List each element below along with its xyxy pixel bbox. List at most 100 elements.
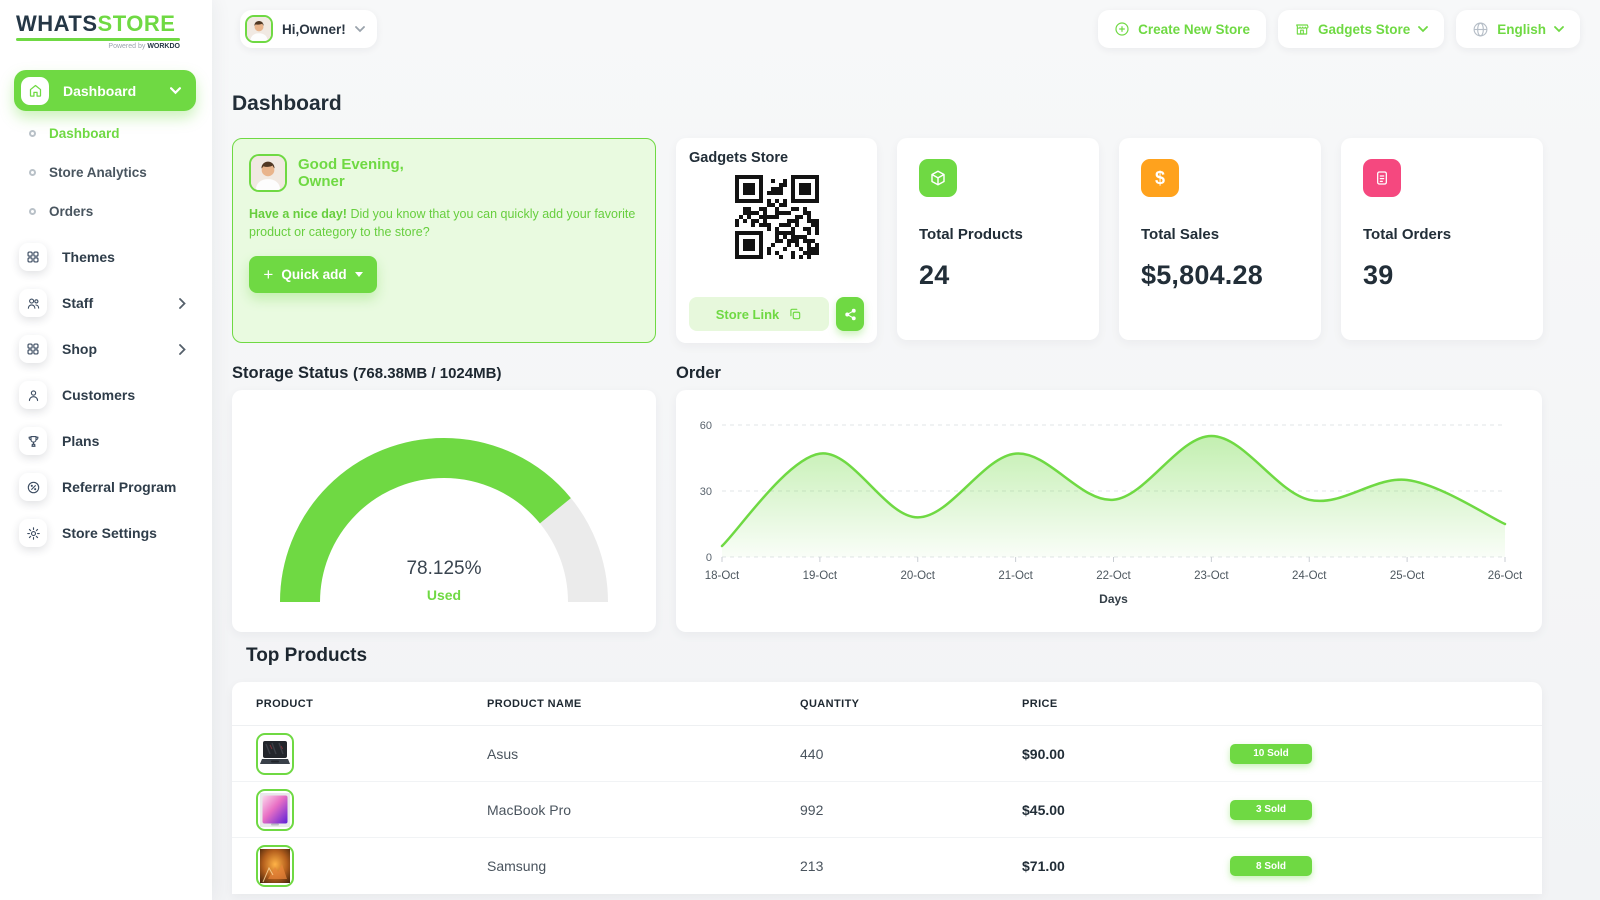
grid-icon [19, 335, 47, 363]
stat-value: 39 [1363, 260, 1394, 290]
order-chart-heading: Order [676, 364, 721, 382]
share-store-button[interactable] [836, 297, 864, 331]
chevron-right-icon [179, 297, 186, 309]
sidebar-item-staff[interactable]: Staff [0, 280, 212, 326]
table-row: Asus 440 $90.00 10 Sold [232, 726, 1542, 782]
staff-icon [19, 289, 47, 317]
table-header-row: PRODUCT PRODUCT NAME QUANTITY PRICE [232, 682, 1542, 726]
greeting-card: Good Evening, Owner Have a nice day! Did… [232, 138, 656, 343]
avatar [249, 154, 287, 192]
user-greeting-label: Hi,Owner! [282, 21, 346, 37]
store-qr-code [734, 175, 819, 259]
column-header: QUANTITY [800, 697, 860, 710]
storage-used-label: Used [426, 587, 462, 603]
sidebar-item-referral-program[interactable]: Referral Program [0, 464, 212, 510]
language-dropdown[interactable]: English [1456, 10, 1580, 48]
store-switcher-dropdown[interactable]: Gadgets Store [1277, 10, 1445, 48]
sidebar-item-customers[interactable]: Customers [0, 372, 212, 418]
summary-row: Good Evening, Owner Have a nice day! Did… [232, 138, 1543, 343]
sidebar-item-dashboard[interactable]: Dashboard [0, 114, 212, 153]
column-header: PRODUCT NAME [487, 697, 582, 710]
order-chart-card: 0 30 60 18-Oct 19-Oct 20-Oct 21-Oct 22-Oct 23-Oc… [676, 390, 1542, 632]
svg-text:Days: Days [1099, 592, 1128, 606]
avatar [245, 15, 273, 43]
product-price: $90.00 [1022, 745, 1065, 762]
chevron-right-icon [179, 343, 186, 355]
sidebar-item-shop[interactable]: Shop [0, 326, 212, 372]
order-area-chart: 0 30 60 18-Oct 19-Oct 20-Oct 21-Oct 22-Oct 23-Oc… [700, 420, 1523, 606]
storage-used-percent: 78.125% [406, 558, 482, 579]
trophy-icon [19, 427, 47, 455]
create-new-store-button[interactable]: Create New Store [1098, 10, 1266, 48]
storage-gauge-card: 78.125% Used [232, 390, 656, 632]
svg-text:24-Oct: 24-Oct [1292, 570, 1327, 582]
gear-icon [19, 519, 47, 547]
product-price: $71.00 [1022, 858, 1065, 874]
svg-text:26-Oct: 26-Oct [1488, 570, 1523, 582]
top-products-title: Top Products [246, 645, 368, 666]
bullet-icon [29, 169, 36, 176]
store-qr-card: Gadgets Store Store Link [676, 138, 877, 343]
top-products-table: PRODUCT PRODUCT NAME QUANTITY PRICE Asus… [232, 682, 1542, 894]
sidebar-item-store-settings[interactable]: Store Settings [0, 510, 212, 556]
sidebar-item-themes[interactable]: Themes [0, 234, 212, 280]
stat-label: Total Orders [1363, 226, 1452, 243]
product-quantity: 440 [800, 745, 824, 762]
bullet-icon [29, 130, 36, 137]
total-sales-card: $ Total Sales $5,804.28 [1119, 138, 1321, 340]
svg-text:19-Oct: 19-Oct [803, 570, 838, 582]
sold-count-badge: 10 Sold [1230, 743, 1312, 764]
share-icon [844, 308, 856, 320]
product-thumbnail [256, 788, 294, 831]
chevron-down-icon [354, 25, 365, 33]
whatsstore-logo[interactable]: WHATSSTORE Powered by WORKDO [16, 13, 180, 50]
table-row: Samsung 213 $71.00 8 Sold [232, 838, 1542, 894]
storefront-icon [1294, 21, 1310, 37]
user-menu[interactable]: Hi,Owner! [240, 10, 377, 48]
stat-label: Total Products [919, 226, 1023, 243]
page-title: Dashboard [232, 92, 342, 116]
greeting-line2: Owner [298, 173, 345, 190]
logo-underline [16, 38, 180, 41]
grid-icon [19, 243, 47, 271]
sidebar-item-store-analytics[interactable]: Store Analytics [0, 153, 212, 192]
svg-text:30: 30 [700, 486, 712, 498]
svg-text:18-Oct: 18-Oct [705, 570, 740, 582]
sidebar-submenu: Dashboard Store Analytics Orders [0, 114, 212, 231]
sidebar-item-dashboard-section[interactable]: Dashboard [14, 70, 196, 111]
svg-text:23-Oct: 23-Oct [1194, 570, 1229, 582]
chevron-down-icon [170, 86, 181, 95]
storage-status-heading: Storage Status (768.38MB / 1024MB) [232, 364, 502, 382]
bullet-icon [29, 208, 36, 215]
home-icon [21, 76, 49, 105]
percent-badge-icon [19, 473, 47, 501]
sidebar: WHATSSTORE Powered by WORKDO Dashboard D… [0, 0, 212, 900]
svg-text:20-Oct: 20-Oct [900, 570, 935, 582]
sidebar-menu: Themes Staff Shop [0, 234, 212, 556]
store-link-button[interactable]: Store Link [689, 297, 829, 331]
total-orders-card: Total Orders 39 [1341, 138, 1543, 340]
product-price: $45.00 [1022, 801, 1065, 818]
product-thumbnail [256, 845, 294, 887]
customer-icon [19, 381, 47, 409]
sidebar-section-label: Dashboard [63, 82, 137, 99]
plus-icon: + [263, 265, 274, 284]
product-thumbnail [256, 732, 294, 775]
storage-gauge-chart [280, 438, 608, 603]
product-name: MacBook Pro [487, 801, 572, 818]
greeting-line1: Good Evening, [298, 155, 404, 173]
caret-down-icon [354, 272, 363, 277]
chevron-down-icon [1418, 25, 1429, 33]
stat-label: Total Sales [1141, 226, 1220, 243]
package-icon [919, 159, 957, 197]
svg-text:21-Oct: 21-Oct [998, 570, 1033, 582]
table-row: MacBook Pro 992 $45.00 3 Sold [232, 782, 1542, 838]
store-name: Gadgets Store [689, 150, 789, 166]
logo-powered-by: Powered by WORKDO [108, 43, 180, 50]
sidebar-item-orders[interactable]: Orders [0, 192, 212, 231]
quick-add-button[interactable]: + Quick add [249, 256, 377, 293]
sidebar-item-plans[interactable]: Plans [0, 418, 212, 464]
logo-text: WHATSSTORE [16, 11, 176, 36]
svg-text:22-Oct: 22-Oct [1096, 570, 1131, 582]
